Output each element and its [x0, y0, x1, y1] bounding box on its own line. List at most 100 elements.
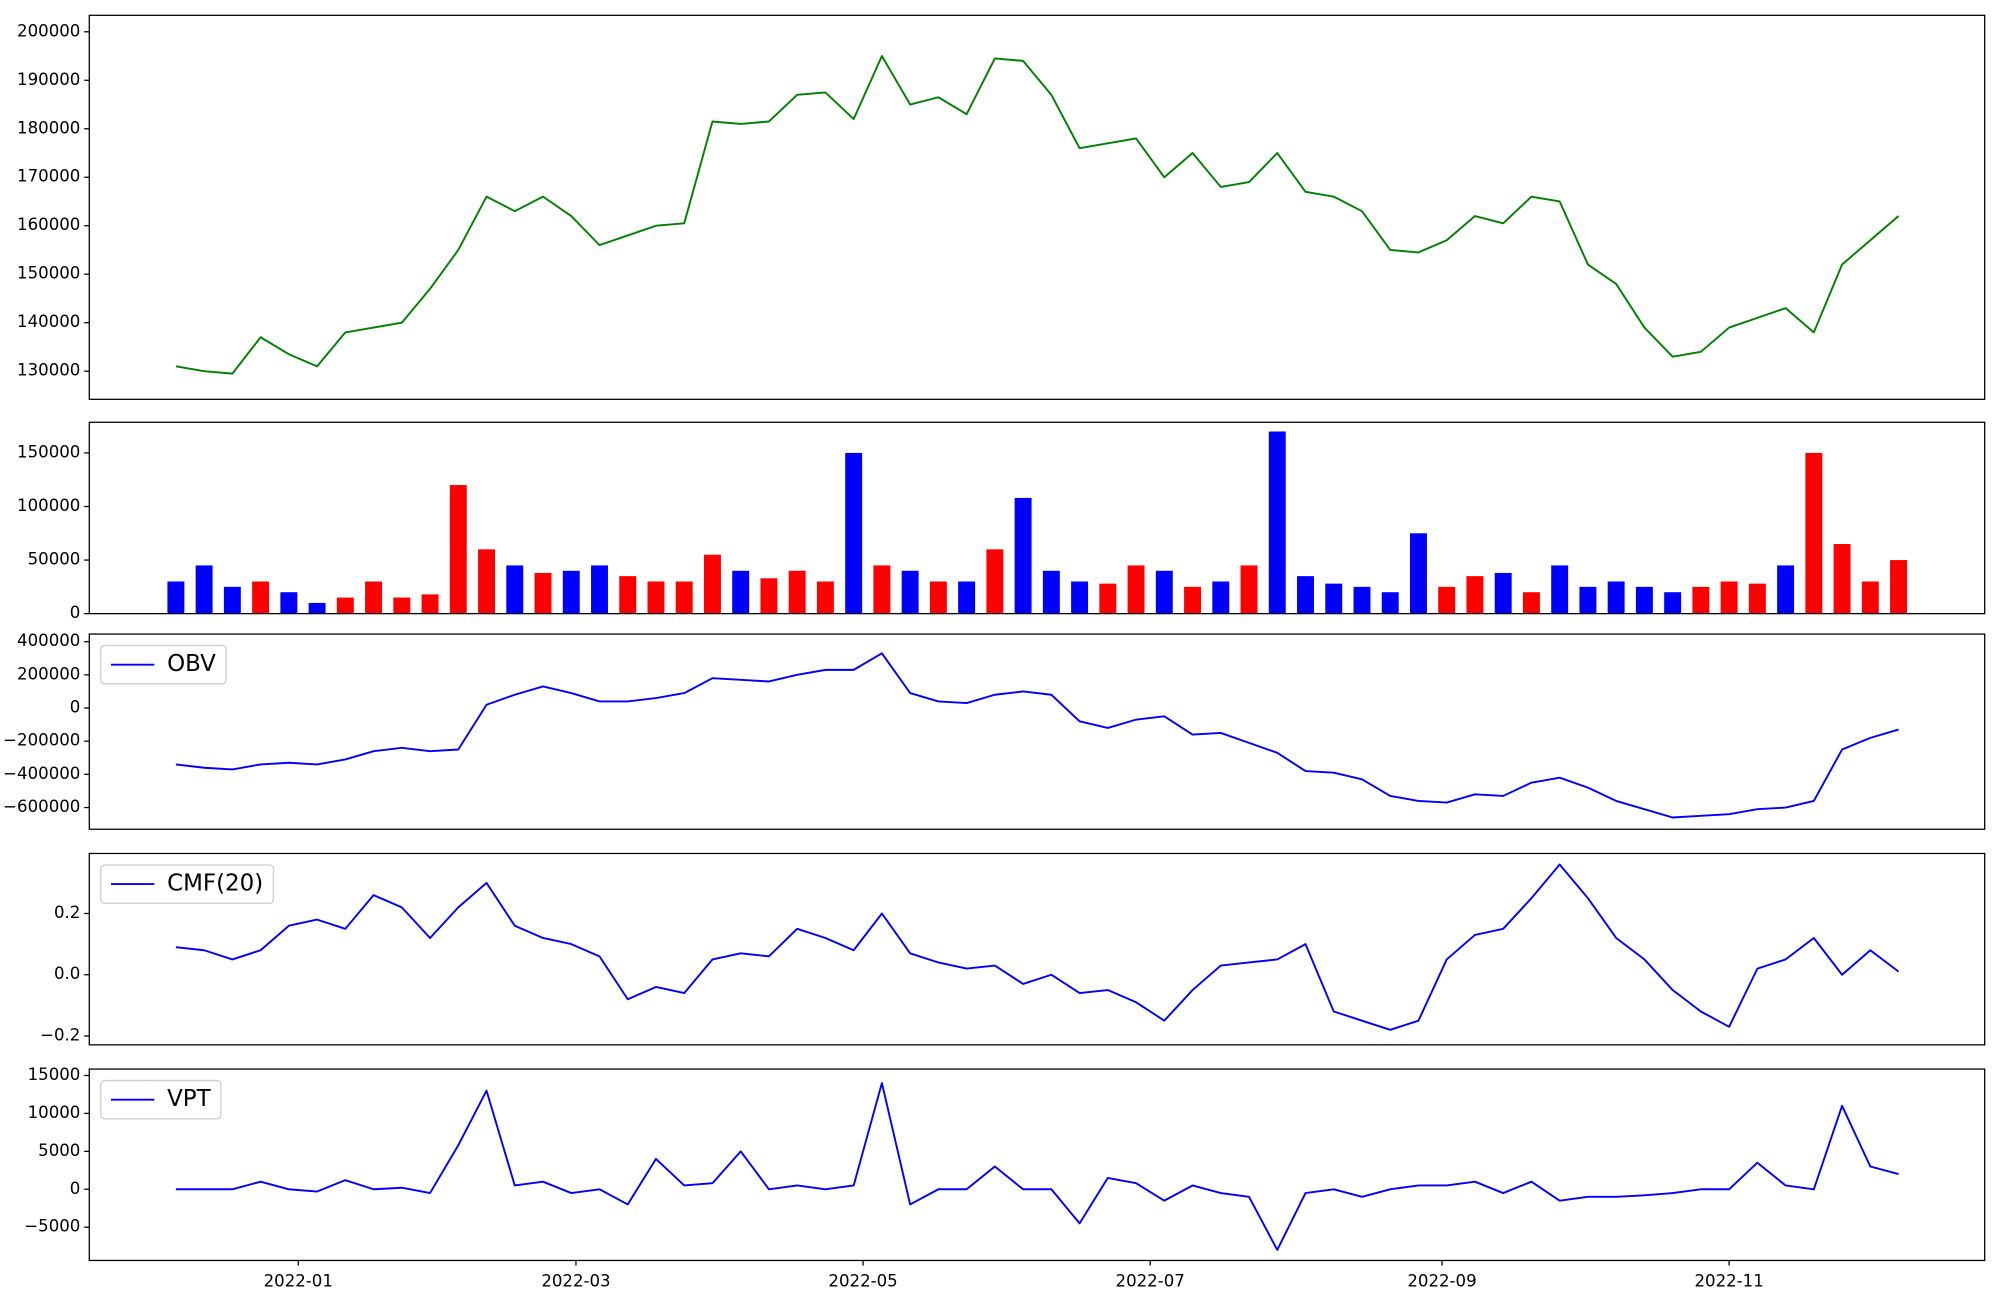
volume-bar — [478, 549, 496, 614]
volume-bar — [1325, 583, 1343, 614]
volume-bar — [1833, 543, 1851, 614]
y-tick-label: −400000 — [3, 764, 80, 783]
axes-frame — [88, 14, 1986, 400]
y-tick-label: 180000 — [17, 118, 80, 137]
volume-bar — [1466, 576, 1484, 614]
y-tick-label: 150000 — [17, 264, 80, 283]
volume-bar — [252, 581, 270, 614]
volume-bar — [308, 602, 326, 614]
volume-bar — [1155, 570, 1173, 614]
volume-bar — [873, 565, 891, 614]
y-tick-label: 160000 — [17, 215, 80, 234]
volume-bar — [591, 565, 608, 614]
y-tick-label: 190000 — [17, 70, 80, 89]
y-tick-label: 0.0 — [54, 964, 80, 983]
volume-bar — [1692, 586, 1710, 614]
volume-bar — [280, 592, 298, 614]
y-tick-label: −0.2 — [40, 1025, 80, 1044]
volume-bar — [816, 581, 834, 614]
volume-bar — [1635, 586, 1653, 614]
volume-bar — [1720, 581, 1738, 614]
axes-frame — [88, 1068, 1986, 1262]
legend-label: OBV — [167, 651, 216, 677]
volume-bar — [223, 586, 241, 614]
volume-bar — [195, 565, 213, 614]
volume-bar — [1748, 583, 1766, 614]
volume-bar — [1494, 572, 1512, 614]
y-tick-label: −5000 — [24, 1217, 80, 1236]
volume-bar — [1127, 565, 1145, 614]
volume-bar — [732, 570, 750, 614]
volume-bar — [1890, 560, 1908, 614]
y-tick-label: 10000 — [28, 1103, 81, 1122]
volume-bar — [1184, 586, 1202, 614]
volume-bar — [1409, 533, 1427, 614]
indicator-line — [175, 863, 1900, 1031]
volume-bar — [1551, 565, 1569, 614]
volume-bar — [760, 578, 778, 614]
volume-bar — [1579, 586, 1597, 614]
y-tick-label: 150000 — [17, 442, 80, 461]
volume-bar — [1664, 592, 1682, 614]
volume-bar — [393, 597, 411, 614]
y-tick-label: 0 — [70, 603, 81, 622]
x-tick-label: 2022-11 — [1694, 1272, 1763, 1291]
volume-bar — [506, 565, 524, 614]
volume-bar — [1381, 592, 1399, 614]
volume-bar — [986, 549, 1004, 614]
y-tick-label: 130000 — [17, 361, 80, 380]
y-tick-label: 0.2 — [54, 903, 80, 922]
legend-box — [100, 644, 227, 685]
y-tick-label: 0 — [70, 698, 81, 717]
volume-bar — [1071, 581, 1089, 614]
volume-bar — [647, 581, 665, 614]
legend-label: CMF(20) — [167, 871, 263, 897]
x-tick-label: 2022-07 — [1116, 1272, 1185, 1291]
volume-bar — [1438, 586, 1456, 614]
legend-box — [100, 864, 275, 904]
price-line — [175, 55, 1900, 375]
volume-bar — [562, 570, 580, 614]
volume-bar — [1099, 583, 1117, 614]
volume-bar — [1014, 497, 1032, 614]
y-tick-label: 100000 — [17, 496, 80, 515]
volume-bar — [1042, 570, 1060, 614]
volume-bar — [1297, 576, 1314, 614]
volume-bar — [1607, 581, 1625, 614]
volume-bar — [449, 485, 467, 614]
y-tick-label: 200000 — [17, 664, 80, 683]
volume-bar — [1353, 586, 1371, 614]
y-tick-label: 140000 — [17, 312, 80, 331]
volume-bar — [788, 570, 806, 614]
volume-bar — [1777, 565, 1795, 614]
volume-bar — [619, 576, 637, 614]
volume-bar — [958, 581, 976, 614]
y-tick-label: 50000 — [28, 550, 81, 569]
x-tick-label: 2022-01 — [264, 1272, 333, 1291]
volume-bar — [1805, 452, 1823, 614]
volume-bar — [167, 581, 185, 614]
volume-bar — [845, 452, 863, 614]
axes-frame — [88, 852, 1986, 1046]
volume-bar — [675, 581, 693, 614]
axes-frame — [88, 633, 1986, 830]
x-tick-label: 2022-03 — [541, 1272, 610, 1291]
y-tick-label: −200000 — [3, 731, 80, 750]
legend-label: VPT — [167, 1086, 212, 1112]
volume-bar — [929, 581, 947, 614]
volume-bar — [1861, 581, 1879, 614]
axes-frame — [88, 421, 1986, 615]
x-tick-label: 2022-05 — [828, 1272, 897, 1291]
volume-bar — [1268, 431, 1286, 614]
legend-box — [100, 1079, 222, 1120]
y-tick-label: 15000 — [28, 1065, 81, 1084]
y-tick-label: 5000 — [38, 1141, 80, 1160]
y-tick-label: 170000 — [17, 167, 80, 186]
x-tick-label: 2022-09 — [1407, 1272, 1476, 1291]
indicator-line — [175, 652, 1899, 819]
volume-bar — [901, 570, 919, 614]
volume-bar — [421, 594, 439, 614]
volume-bar — [534, 572, 552, 614]
